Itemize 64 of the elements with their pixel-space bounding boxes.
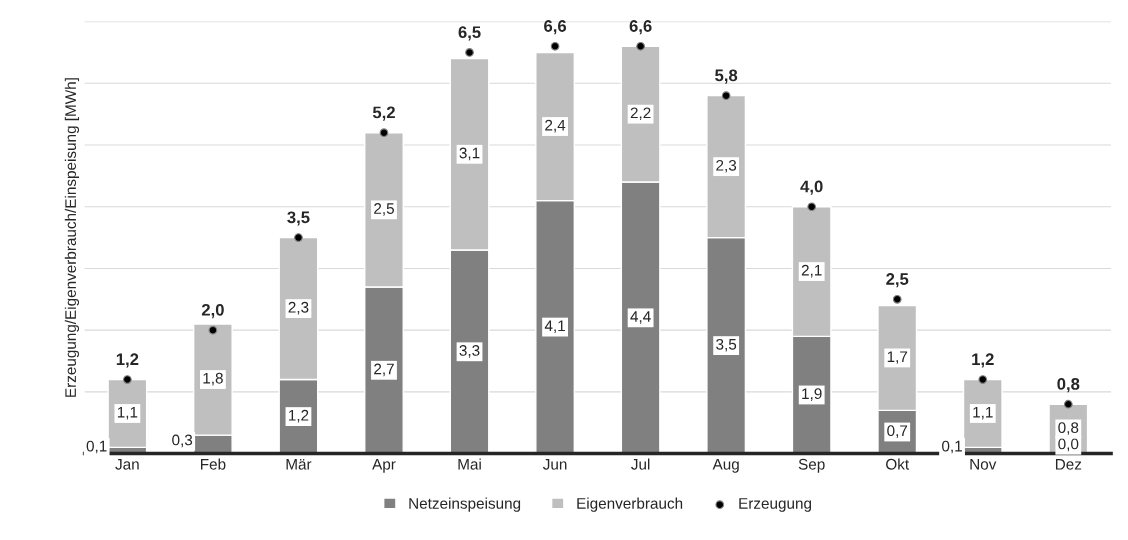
x-tick-label: Aug — [712, 459, 739, 473]
point — [978, 375, 988, 384]
data-label: 1,8 — [203, 372, 223, 386]
legend-label: Erzeugung — [739, 498, 812, 512]
x-tick-label: Apr — [372, 459, 396, 473]
data-label: 2,3 — [716, 159, 737, 173]
x-tick-label: Feb — [201, 458, 226, 470]
data-label: 2,3 — [288, 301, 309, 315]
data-label: 1,2 — [972, 353, 994, 368]
legend-label: Netzeinspeisung — [409, 497, 521, 512]
data-label: 0,7 — [887, 425, 908, 438]
data-label: 1,1 — [117, 406, 138, 420]
point — [208, 325, 218, 335]
legend-label: Eigenverbrauch — [577, 497, 683, 512]
data-label: 0,8 — [1057, 378, 1080, 393]
data-label: 2,4 — [545, 119, 566, 133]
point — [807, 202, 817, 212]
x-tick-label: Jun — [542, 459, 567, 470]
x-tick-label: Nov — [970, 459, 997, 470]
data-label: 6,5 — [458, 26, 481, 41]
x-tick-label: Okt — [886, 458, 909, 470]
data-label: 3,5 — [287, 211, 310, 226]
data-label: 0,1 — [86, 440, 107, 454]
x-tick-label: Mär — [286, 459, 312, 470]
data-label: 3,5 — [716, 338, 737, 352]
data-label: 6,6 — [544, 20, 567, 35]
data-label: 0,8 — [1058, 422, 1079, 435]
data-label: 2,0 — [201, 303, 224, 319]
data-label: 0,1 — [942, 440, 962, 454]
data-label: 1,2 — [289, 409, 309, 423]
data-label: 4,1 — [544, 320, 565, 333]
data-label: 2,1 — [801, 264, 822, 278]
data-label: 4,0 — [800, 180, 823, 195]
x-tick-label: Jan — [115, 459, 139, 470]
data-label: 5,8 — [715, 69, 738, 84]
point — [636, 41, 645, 51]
point — [294, 233, 303, 242]
data-label: 2,5 — [886, 273, 909, 288]
point — [1063, 399, 1073, 409]
data-label: 2,2 — [630, 107, 651, 121]
data-label: 1,2 — [116, 353, 139, 368]
data-label: 1,7 — [887, 351, 908, 364]
data-label: 1,9 — [802, 388, 822, 401]
data-label: 5,2 — [372, 106, 395, 121]
data-label: 1,1 — [973, 406, 993, 420]
point — [379, 128, 389, 138]
x-tick-label: Mai — [458, 458, 481, 470]
data-label: 0,0 — [1058, 438, 1079, 452]
data-label: 3,1 — [459, 147, 480, 161]
data-label: 2,7 — [374, 363, 394, 377]
x-tick-label: Dez — [1055, 459, 1082, 470]
data-label: 0,3 — [172, 434, 193, 448]
point — [123, 375, 132, 384]
y-axis-title: Erzeugung/Eigenverbrauch/Einspeisung [MWh] — [64, 78, 80, 397]
data-label: 3,3 — [459, 345, 480, 358]
point — [892, 294, 902, 304]
x-tick-label: Sep — [798, 458, 825, 473]
data-label: 4,4 — [630, 311, 651, 324]
data-label: 6,6 — [629, 20, 652, 35]
point — [721, 91, 731, 101]
data-label: 2,5 — [374, 203, 394, 216]
point — [550, 41, 560, 51]
point — [465, 48, 474, 57]
x-tick-label: Jul — [631, 458, 650, 470]
